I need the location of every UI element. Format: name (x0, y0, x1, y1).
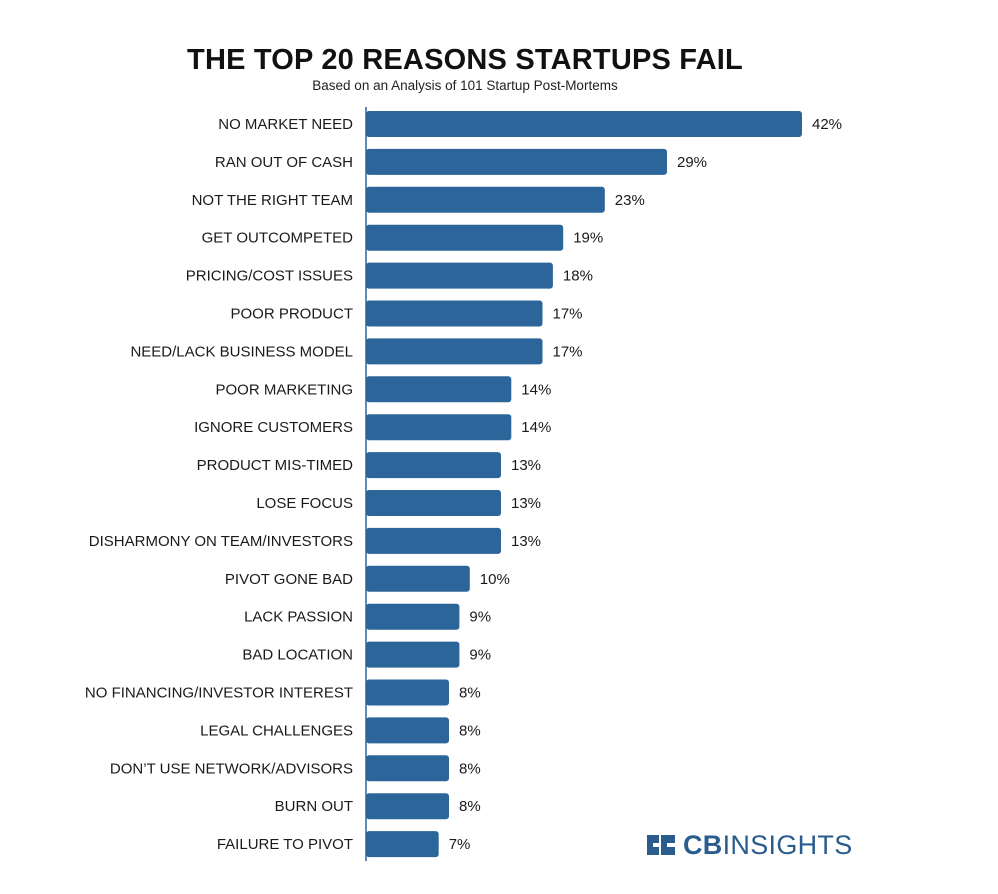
logo-text-bold: CB (683, 830, 723, 860)
chart-title: THE TOP 20 REASONS STARTUPS FAIL (187, 44, 743, 76)
value-label: 9% (469, 609, 491, 626)
bar-17 (366, 717, 449, 744)
category-label: POOR MARKETING (215, 381, 353, 398)
value-label: 14% (521, 419, 551, 436)
bar-20 (366, 831, 439, 858)
category-label: NOT THE RIGHT TEAM (192, 192, 353, 209)
bar-1 (366, 111, 802, 137)
category-label: FAILURE TO PIVOT (217, 836, 353, 853)
value-label: 9% (469, 647, 491, 664)
bar-11 (366, 490, 501, 516)
value-label: 17% (553, 306, 583, 323)
bar-4 (366, 224, 564, 251)
value-label: 29% (677, 154, 707, 171)
value-label: 8% (459, 685, 481, 702)
value-label: 8% (459, 798, 481, 815)
bar-3 (366, 186, 605, 213)
category-label: NO FINANCING/INVESTOR INTEREST (85, 685, 353, 702)
value-label: 13% (511, 457, 541, 474)
value-label: 42% (812, 116, 842, 133)
category-label: NO MARKET NEED (218, 116, 353, 133)
category-label: DISHARMONY ON TEAM/INVESTORS (89, 533, 353, 550)
bar-12 (366, 527, 501, 554)
category-label: PRODUCT MIS-TIMED (197, 457, 354, 474)
bar-7 (366, 338, 543, 365)
bar-18 (366, 755, 449, 782)
bars-group (366, 111, 802, 858)
bar-8 (366, 376, 512, 403)
value-label: 23% (615, 192, 645, 209)
bar-13 (366, 565, 470, 592)
cb-insights-logo-icon (647, 835, 675, 855)
value-label: 14% (521, 381, 551, 398)
value-label: 8% (459, 760, 481, 777)
bar-19 (366, 793, 449, 820)
bar-14 (366, 603, 460, 630)
bar-15 (366, 641, 460, 668)
value-label: 13% (511, 533, 541, 550)
bar-5 (366, 262, 553, 289)
value-label: 17% (553, 343, 583, 360)
category-label: RAN OUT OF CASH (215, 154, 353, 171)
category-label: BURN OUT (275, 798, 353, 815)
category-label: POOR PRODUCT (230, 306, 353, 323)
value-label: 10% (480, 571, 510, 588)
category-label: GET OUTCOMPETED (202, 230, 354, 247)
logo-text-light: INSIGHTS (722, 830, 853, 860)
category-labels-group: NO MARKET NEED RAN OUT OF CASH NOT THE RIG… (85, 116, 353, 853)
category-label: PIVOT GONE BAD (225, 571, 353, 588)
category-label: PRICING/COST ISSUES (186, 268, 353, 285)
value-label: 13% (511, 495, 541, 512)
category-label: IGNORE CUSTOMERS (194, 419, 353, 436)
category-label: LACK PASSION (244, 609, 353, 626)
bar-2 (366, 148, 667, 175)
bar-16 (366, 679, 449, 706)
category-label: BAD LOCATION (242, 647, 353, 664)
brand-logo: CBINSIGHTS (645, 830, 853, 860)
value-labels-group: 42% 29% 23% 19% 18% 17% 17% 14% 14% 13% 13% 13% 10% 9… (449, 116, 842, 853)
bar-10 (366, 452, 501, 479)
category-label: NEED/LACK BUSINESS MODEL (130, 343, 353, 360)
bar-9 (366, 414, 512, 441)
category-label: LOSE FOCUS (256, 495, 353, 512)
category-label: DON’T USE NETWORK/ADVISORS (110, 760, 353, 777)
value-label: 7% (449, 836, 471, 853)
category-label: LEGAL CHALLENGES (200, 722, 353, 739)
value-label: 18% (563, 268, 593, 285)
value-label: 8% (459, 722, 481, 739)
bar-6 (366, 300, 543, 327)
logo-wordmark: CBINSIGHTS (683, 830, 853, 860)
value-label: 19% (573, 230, 603, 247)
chart-subtitle: Based on an Analysis of 101 Startup Post… (312, 78, 618, 93)
